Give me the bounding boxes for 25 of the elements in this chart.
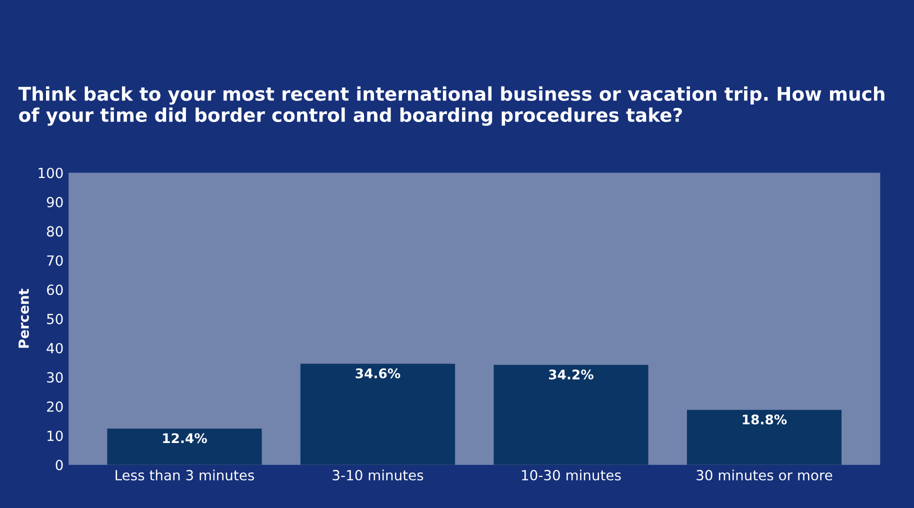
data-label: 18.8% — [742, 414, 787, 424]
data-label: 12.4% — [163, 433, 207, 444]
data-label: 34.6% — [356, 368, 400, 378]
y-tick-label: 20 — [47, 401, 63, 412]
bar — [494, 364, 648, 465]
x-tick-label: 30 minutes or more — [696, 470, 832, 480]
data-label: 34.2% — [548, 370, 594, 380]
y-tick-label: 70 — [47, 255, 63, 266]
bar — [107, 428, 262, 465]
chart-title: Think back to your most recent international business or vacation trip. How much of your time did border control and boarding procedures take? — [18, 86, 884, 126]
x-tick-label: 10-30 minutes — [522, 470, 621, 480]
y-tick-label: 50 — [47, 314, 63, 324]
y-tick-label: 80 — [46, 226, 63, 237]
bar — [300, 364, 456, 465]
y-tick-label: 30 — [47, 372, 63, 383]
y-tick-label: 60 — [46, 284, 63, 296]
y-tick-label: 0 — [56, 460, 63, 470]
y-tick-label: 100 — [38, 168, 63, 178]
y-tick-label: 10 — [48, 430, 63, 442]
x-tick-label: Less than 3 minutes — [116, 470, 254, 480]
y-axis-title: Percent — [18, 288, 29, 348]
y-tick-label: 90 — [46, 196, 63, 208]
x-tick-label: 3-10 minutes — [332, 470, 424, 480]
y-tick-label: 40 — [46, 342, 63, 354]
bar — [686, 410, 842, 465]
